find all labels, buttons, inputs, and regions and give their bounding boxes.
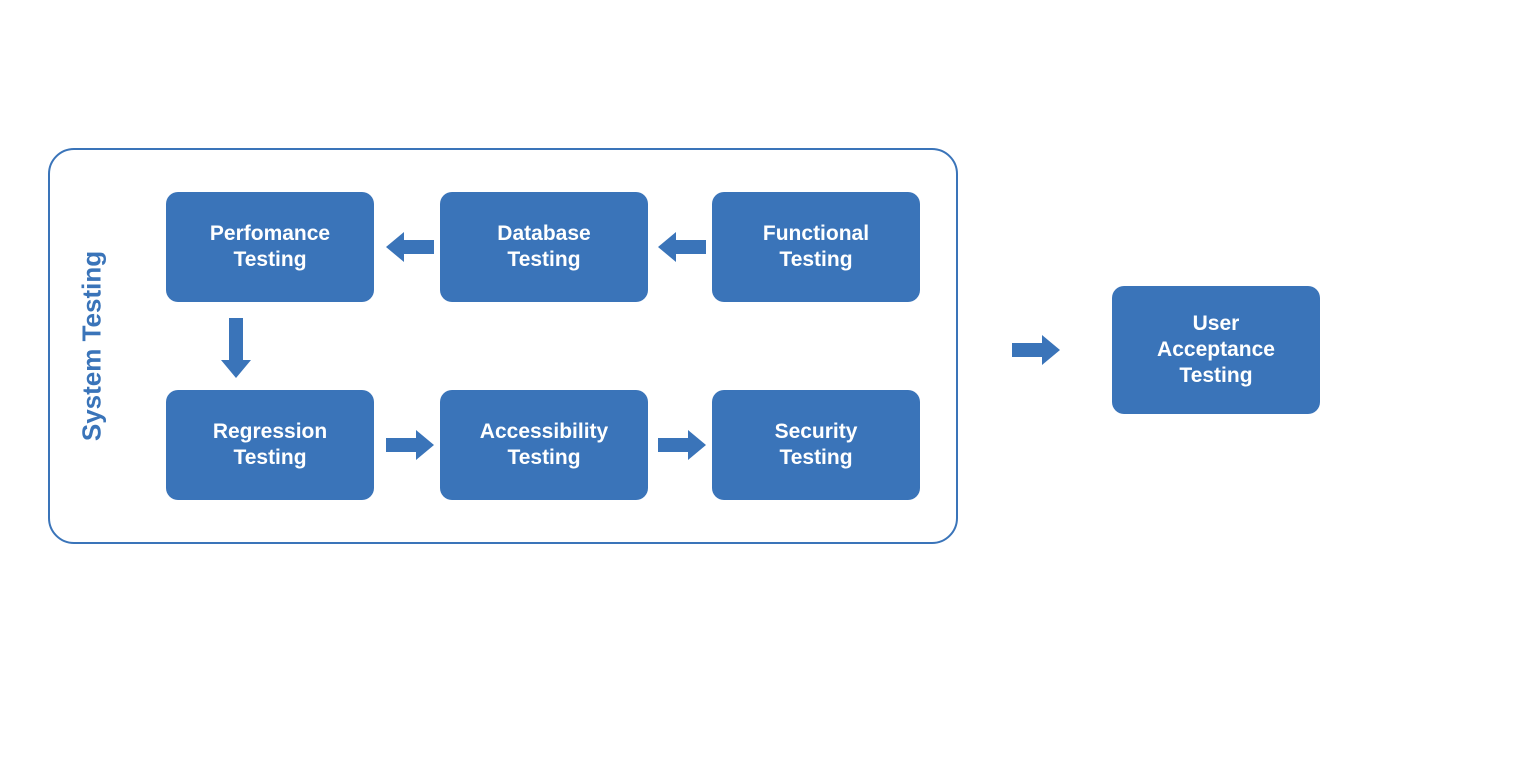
node-label: Functional Testing — [763, 221, 869, 274]
arrow-right-icon — [386, 430, 434, 460]
node-label: User Acceptance Testing — [1157, 311, 1275, 390]
arrow-left-icon — [386, 232, 434, 262]
node-label: Perfomance Testing — [210, 221, 330, 274]
node-acc: Accessibility Testing — [440, 390, 648, 500]
node-db: Database Testing — [440, 192, 648, 302]
node-regr: Regression Testing — [166, 390, 374, 500]
node-label: Regression Testing — [213, 419, 327, 472]
arrow-right-icon — [658, 430, 706, 460]
node-func: Functional Testing — [712, 192, 920, 302]
node-perf: Perfomance Testing — [166, 192, 374, 302]
node-sec: Security Testing — [712, 390, 920, 500]
node-label: Database Testing — [497, 221, 590, 274]
node-label: Accessibility Testing — [480, 419, 608, 472]
node-uat: User Acceptance Testing — [1112, 286, 1320, 414]
arrow-right-icon — [1012, 335, 1060, 365]
system-testing-label: System Testing — [77, 251, 108, 441]
node-label: Security Testing — [775, 419, 858, 472]
arrow-down-icon — [221, 318, 251, 378]
diagram-canvas: System Testing Perfomance Testing Database… — [0, 0, 1536, 778]
arrow-left-icon — [658, 232, 706, 262]
